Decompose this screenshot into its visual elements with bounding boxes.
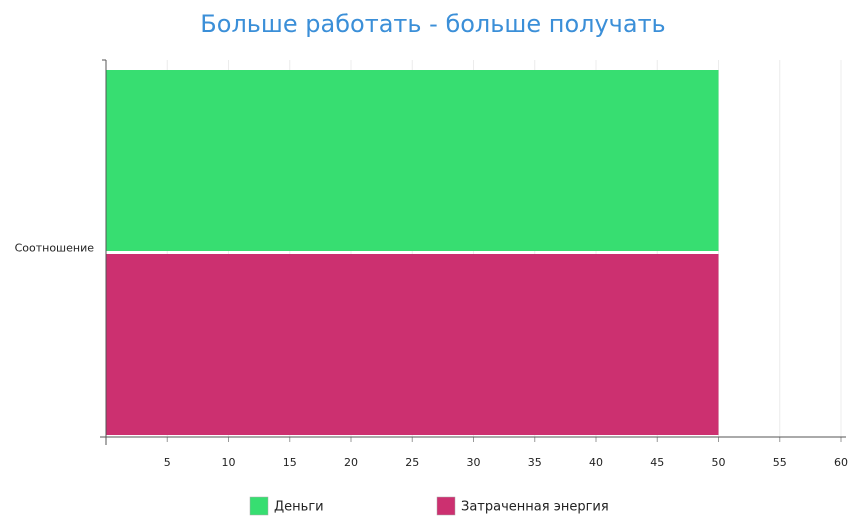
- legend-label: Деньги: [274, 500, 324, 515]
- chart-title: Больше работать - больше получать: [200, 10, 665, 38]
- x-tick-label: 5: [164, 456, 171, 469]
- legend-label: Затраченная энергия: [461, 500, 609, 515]
- x-tick-label: 20: [344, 456, 358, 469]
- legend-swatch: [436, 496, 456, 516]
- x-tick-label: 55: [773, 456, 787, 469]
- x-tick-label: 40: [589, 456, 603, 469]
- x-tick-label: 15: [283, 456, 297, 469]
- bar: [106, 70, 719, 251]
- x-tick-label: 50: [712, 456, 726, 469]
- x-tick-label: 10: [222, 456, 236, 469]
- x-tick-label: 60: [834, 456, 848, 469]
- bar: [106, 254, 719, 435]
- x-tick-label: 25: [405, 456, 419, 469]
- y-tick-label: Соотношение: [15, 242, 95, 255]
- x-tick-label: 35: [528, 456, 542, 469]
- x-tick-label: 30: [467, 456, 481, 469]
- legend-swatch: [249, 496, 269, 516]
- x-tick-label: 45: [650, 456, 664, 469]
